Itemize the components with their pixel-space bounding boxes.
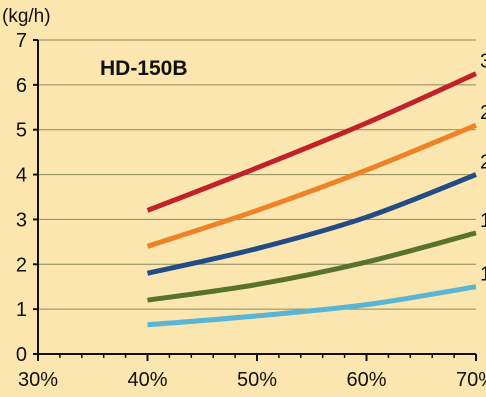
grid-lines — [38, 39, 476, 310]
series-line-1 — [146, 122, 477, 249]
series-label: 25°C — [480, 102, 486, 124]
y-tick-label: 3 — [16, 209, 27, 231]
y-tick-label: 7 — [16, 30, 27, 52]
x-tick-label: 40% — [127, 369, 167, 391]
y-tick-label: 5 — [16, 120, 27, 142]
chart-title: HD-150B — [100, 57, 188, 80]
series-labels: 30°C 25°C 20°C 15°C 10°C — [480, 51, 486, 286]
y-tick-label: 0 — [16, 344, 27, 366]
series-line-4 — [147, 284, 477, 328]
axes — [37, 40, 476, 355]
y-tick-label: 6 — [16, 75, 27, 97]
series-label: 20°C — [480, 152, 486, 174]
series-line-0 — [146, 71, 478, 213]
y-tick-label: 1 — [16, 299, 27, 321]
series-label: 10°C — [480, 264, 486, 286]
series-lines — [146, 71, 478, 328]
series-label: 30°C — [480, 51, 486, 73]
y-unit-label: (kg/h) — [2, 6, 51, 27]
x-tick-label: 60% — [346, 369, 386, 391]
x-tick-label: 70% — [456, 369, 486, 391]
x-tick-label: 50% — [237, 369, 277, 391]
y-tick-label: 2 — [16, 254, 27, 276]
series-line-2 — [146, 172, 477, 276]
ticks: 0 1 2 3 4 5 6 7 30% 40% 50% 60% 70% — [16, 30, 486, 391]
x-tick-label: 30% — [18, 369, 58, 391]
series-line-3 — [147, 230, 477, 303]
series-label: 15°C — [480, 210, 486, 232]
y-tick-label: 4 — [16, 165, 27, 187]
